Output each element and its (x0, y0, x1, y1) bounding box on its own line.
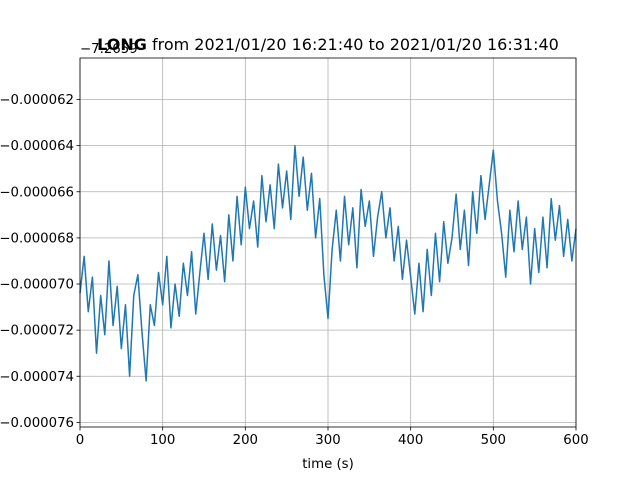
x-tick-label: 300 (315, 433, 340, 448)
x-tick-label: 100 (150, 433, 175, 448)
y-ticks: −0.000076 −0.000074 −0.000072 −0.000070 −0.0… (0, 93, 80, 431)
y-tick-label: −0.000064 (0, 139, 74, 154)
y-tick-label: −0.000074 (0, 370, 74, 385)
x-tick-label: 0 (76, 433, 84, 448)
series-line (79, 144, 577, 382)
series-layer (79, 144, 577, 382)
y-tick-label: −0.000076 (0, 416, 74, 431)
y-tick-label: −0.000070 (0, 278, 74, 293)
y-tick-label: −0.000068 (0, 231, 74, 246)
chart-title-rest: from 2021/01/20 16:21:40 to 2021/01/20 1… (147, 35, 559, 54)
y-tick-label: −0.000062 (0, 93, 74, 108)
y-tick-label: −0.000066 (0, 185, 74, 200)
x-tick-label: 500 (481, 433, 506, 448)
y-offset-text: −7.2659 (80, 42, 138, 57)
y-tick-label: −0.000072 (0, 324, 74, 339)
x-ticks: 0 100 200 300 400 500 600 (76, 427, 589, 448)
x-axis-label: time (s) (302, 457, 354, 472)
x-tick-label: 200 (233, 433, 258, 448)
x-tick-label: 600 (563, 433, 588, 448)
grid-layer (79, 58, 577, 427)
chart-title-bold: LONG (97, 35, 147, 54)
x-tick-label: 400 (398, 433, 423, 448)
chart-title: LONG from 2021/01/20 16:21:40 to 2021/01… (97, 35, 559, 54)
